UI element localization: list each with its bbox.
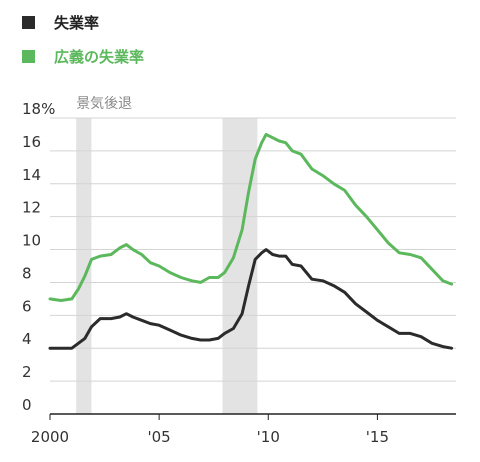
y-tick-label: 4 (22, 330, 32, 348)
legend-swatch-u3 (22, 16, 35, 29)
series-line-u6 (48, 132, 454, 302)
series-lines (48, 132, 454, 350)
y-tick-label: 10 (22, 232, 41, 250)
y-tick-label: 8 (22, 264, 32, 282)
y-tick-label: 18% (22, 100, 55, 118)
legend-swatch-u6 (22, 50, 35, 63)
x-tick-label: '05 (148, 428, 171, 446)
recession-band-1 (76, 118, 92, 414)
legend: 失業率 広義の失業率 (22, 14, 144, 66)
y-tick-label: 12 (22, 199, 41, 217)
y-axis-ticks: 0 2 4 6 8 10 12 14 16 18% (22, 100, 55, 414)
x-axis: 2000 '05 '10 '15 (31, 413, 456, 446)
y-tick-label: 16 (22, 133, 41, 151)
y-tick-label: 0 (22, 396, 32, 414)
recession-label: 景気後退 (76, 96, 132, 112)
legend-label-u6: 広義の失業率 (54, 48, 144, 66)
y-tick-label: 14 (22, 166, 41, 184)
x-tick-label: '10 (257, 428, 280, 446)
gridlines (50, 117, 456, 382)
y-tick-label: 6 (22, 297, 32, 315)
series-line-u3 (48, 248, 454, 350)
y-tick-label: 2 (22, 363, 32, 381)
legend-label-u3: 失業率 (54, 14, 99, 32)
x-tick-label: '15 (366, 428, 389, 446)
x-tick-label: 2000 (31, 428, 69, 446)
